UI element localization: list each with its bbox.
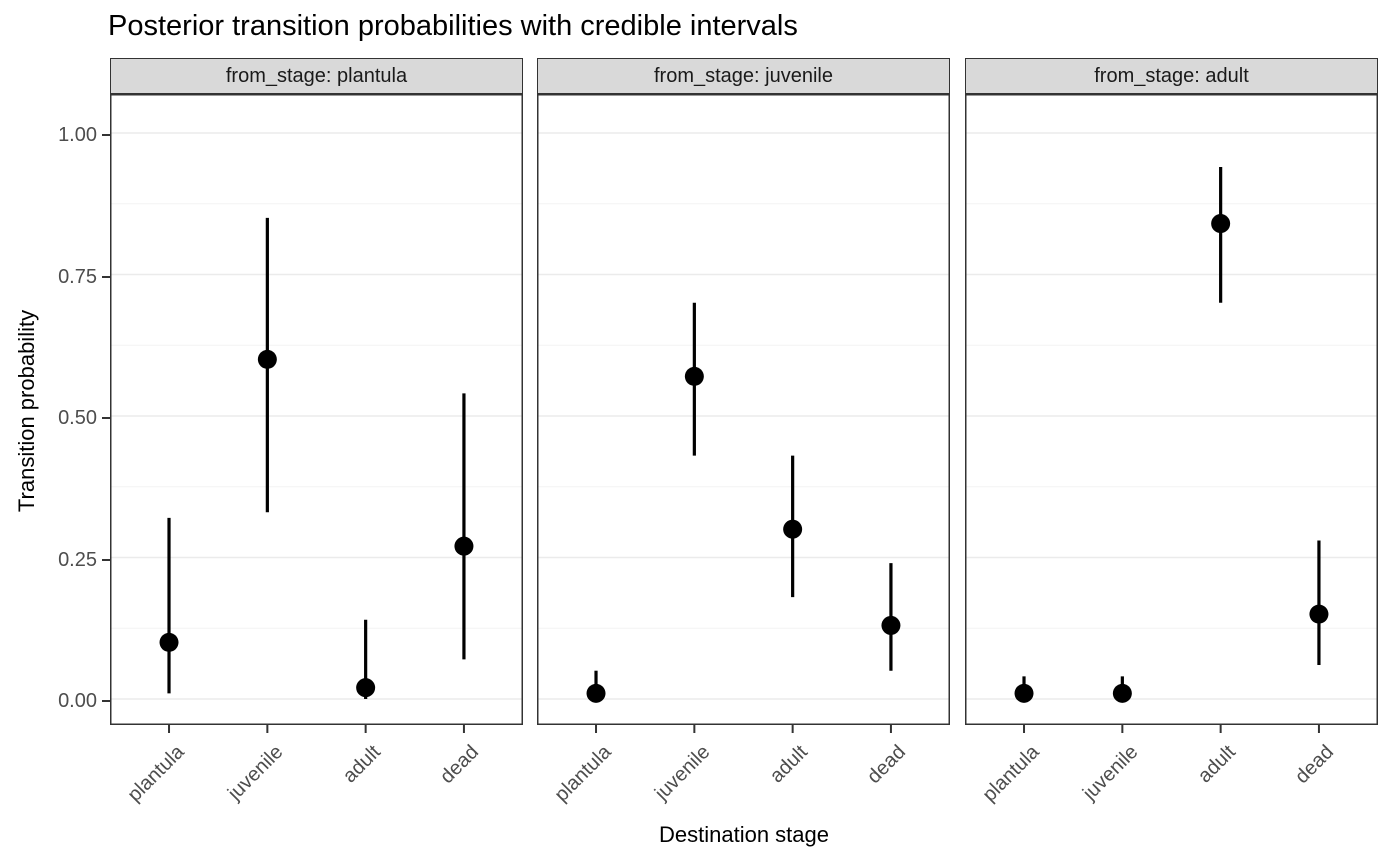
y-tick-label: 1.00 [58,124,97,146]
x-tick-label: juvenile [223,741,287,805]
posterior-mean-point [684,366,704,386]
y-tick [102,275,110,278]
y-tick-label: 0.00 [58,690,97,712]
chart-title: Posterior transition probabilities with … [108,10,798,42]
x-tick-label: juvenile [1078,741,1142,805]
posterior-mean-point [356,678,376,698]
facet-strip-label: from_stage: juvenile [537,58,950,94]
posterior-mean-point [1309,604,1329,624]
x-tick-label: adult [1193,741,1241,788]
panel-border [110,94,523,725]
y-tick [102,134,110,136]
facet-strip-label: from_stage: plantula [110,58,523,94]
posterior-mean-point [783,519,803,539]
x-axis-title: Destination stage [659,822,829,847]
x-tick-label: plantula [978,741,1044,807]
y-tick [102,558,110,561]
posterior-mean-point [1014,683,1034,703]
posterior-mean-point [159,632,179,652]
facet-plot-area [965,94,1378,733]
x-tick-label: adult [765,741,813,788]
y-tick-label: 0.25 [58,548,97,571]
posterior-mean-point [257,349,277,369]
posterior-mean-point [881,615,901,635]
facet-panel-juvenile: from_stage: juvenile plantula juvenile adul… [537,58,950,806]
posterior-mean-point [454,536,474,556]
x-tick-label: juvenile [650,741,714,805]
x-tick-label: dead [436,741,484,789]
y-tick [102,417,110,419]
facet-panel-adult: from_stage: adult plantula juvenile adult de… [965,58,1378,806]
facet-plot-area [537,94,950,733]
posterior-mean-point [1112,683,1132,703]
panel-border [537,94,950,725]
x-tick-label: dead [863,741,911,789]
posterior-mean-point [586,683,606,703]
y-tick-label: 0.75 [58,265,97,288]
facet-strip-label: from_stage: adult [965,58,1378,94]
y-tick-label: 0.50 [58,407,97,429]
facet-plot-area [110,94,523,733]
facet-panel-plantula: from_stage: plantula plantula juvenile adul… [110,58,523,806]
panel-border [965,94,1378,725]
y-tick [102,700,110,702]
posterior-mean-point [1211,214,1231,234]
x-tick-label: plantula [123,741,189,807]
x-tick-label: adult [338,741,386,788]
x-tick-label: dead [1291,741,1339,789]
x-tick-label: plantula [550,741,616,807]
